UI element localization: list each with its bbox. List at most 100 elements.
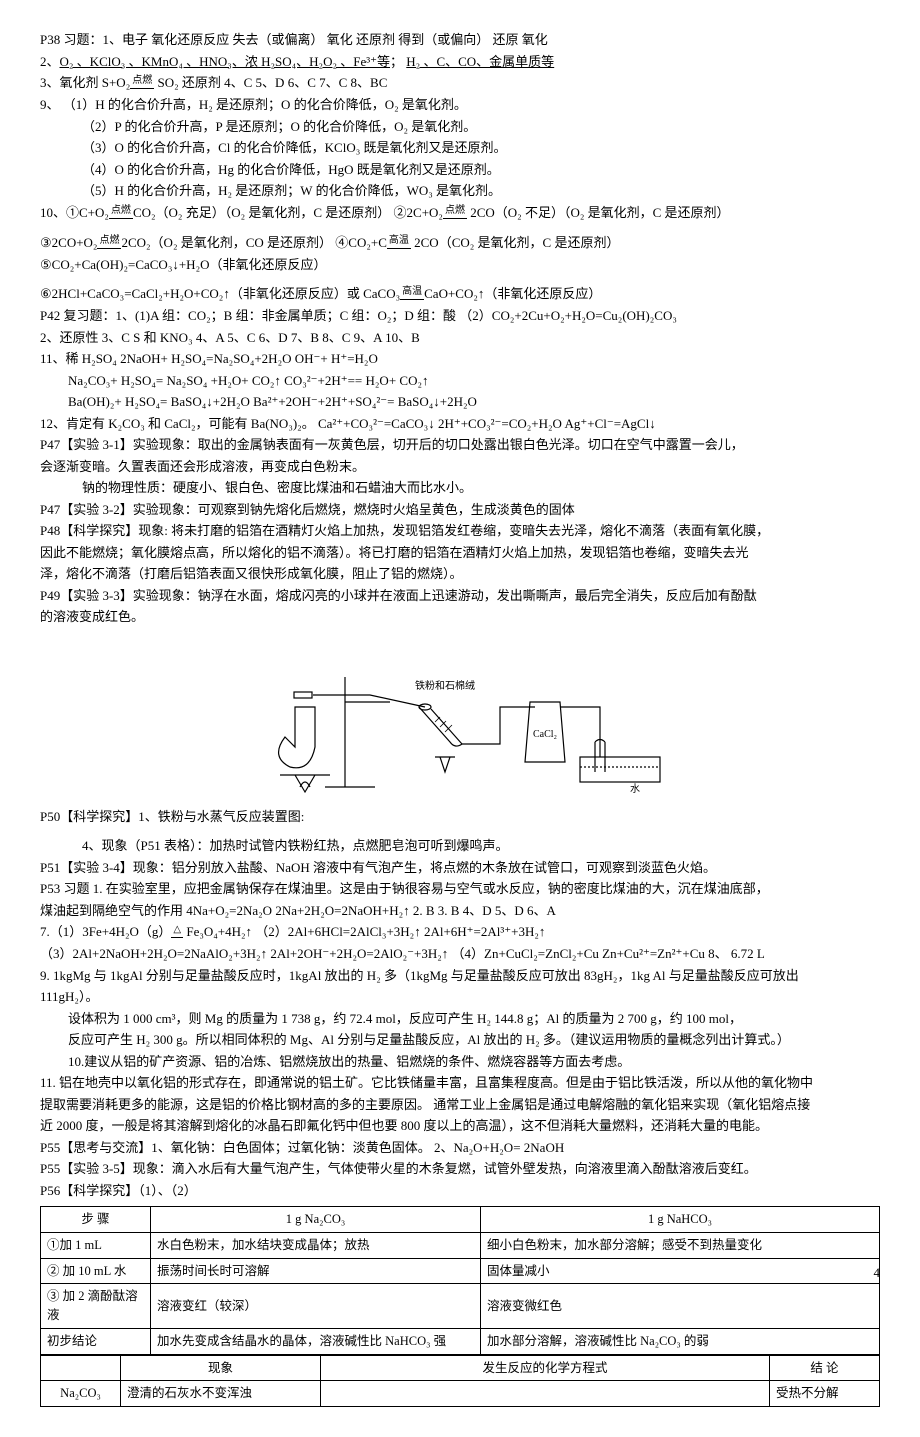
- p38-line3: 3、氧化剂 S+O₂点燃 SO₂ 还原剂 4、C 5、D 6、C 7、C 8、B…: [40, 73, 880, 93]
- th-eq: 发生反应的化学方程式: [321, 1355, 770, 1381]
- q10-line1: 10、①C+O₂点燃CO₂（O₂ 充足）（O₂ 是氧化剂，C 是还原剂） ②2C…: [40, 203, 880, 223]
- experiment-table-1: 步 骤 1 g Na₂CO₃ 1 g NaHCO₃ ①加 1 mL 水白色粉末，…: [40, 1206, 880, 1355]
- cell: 加水部分溶解，溶液碱性比 Na₂CO₃ 的弱: [481, 1328, 880, 1354]
- underline2: H₂ 、C、CO、金属单质等: [406, 54, 554, 69]
- p48-1: P48【科学探究】现象: 将未打磨的铝箔在酒精灯火焰上加热，发现铝箔发红卷缩，变…: [40, 521, 880, 541]
- d: ③2CO+O₂: [40, 235, 97, 250]
- p38-line1: P38 习题：1、电子 氧化还原反应 失去（或偏离） 氧化 还原剂 得到（或偏向…: [40, 30, 880, 50]
- cell: 水白色粉末，加水结块变成晶体；放热: [151, 1232, 481, 1258]
- p55-1: P55【思考与交流】1、氧化钠：白色固体；过氧化钠：淡黄色固体。 2、Na₂O+…: [40, 1138, 880, 1158]
- th-nahco3: 1 g NaHCO₃: [481, 1207, 880, 1233]
- p48-2: 因此不能燃烧；氧化膜熔点高，所以熔化的铝不滴落）。将已打磨的铝箔在酒精灯火焰上加…: [40, 543, 880, 563]
- i: CaO+CO₂↑（非氧化还原反应）: [424, 286, 601, 301]
- cell: 受热不分解: [770, 1381, 880, 1407]
- e: 2CO₂（O₂ 是氧化剂，CO 是还原剂） ④CO₂+C: [121, 235, 386, 250]
- p53-2: 煤油起到隔绝空气的作用 4Na+O₂=2Na₂O 2Na+2H₂O=2NaOH+…: [40, 901, 880, 921]
- p47-1: P47【实验 3-1】实验现象：取出的金属钠表面有一灰黄色层，切开后的切口处露出…: [40, 435, 880, 455]
- c2: 点燃: [443, 203, 467, 219]
- p53-9: 10.建议从铝的矿产资源、铝的冶炼、铝燃烧放出的热量、铝燃烧的条件、燃烧容器等方…: [40, 1052, 880, 1072]
- p56-1: P56【科学探究】（1）、（2）: [40, 1181, 880, 1201]
- cell: 溶液变微红色: [481, 1284, 880, 1329]
- th-na2co3: 1 g Na₂CO₃: [151, 1207, 481, 1233]
- prefix: 2、: [40, 54, 60, 69]
- cell: ①加 1 mL: [41, 1232, 151, 1258]
- c4: 高温: [387, 233, 411, 249]
- cell: 溶液变红（较深）: [151, 1284, 481, 1329]
- txt2: SO₂ 还原剂 4、C 5、D 6、C 7、C 8、BC: [154, 75, 387, 90]
- p42-5: Ba(OH)₂+ H₂SO₄= BaSO₄↓+2H₂O Ba²⁺+2OH⁻+2H…: [40, 392, 880, 412]
- cell: Na₂CO₃: [41, 1381, 121, 1407]
- p51-1: P51【实验 3-4】现象：铝分别放入盐酸、NaOH 溶液中有气泡产生，将点燃的…: [40, 858, 880, 878]
- q9-3: （3）O 的化合价升高，Cl 的化合价降低，KClO₃ 既是氧化剂又是还原剂。: [40, 138, 880, 158]
- cell: 细小白色粉末，加水部分溶解；感受不到热量变化: [481, 1232, 880, 1258]
- table-row: ② 加 10 mL 水 振荡时间长时可溶解 固体量减小: [41, 1258, 880, 1284]
- p48-3: 泽，熔化不滴落（打磨后铝箔表面又很快形成氧化膜，阻止了铝的燃烧）。: [40, 564, 880, 584]
- p53-7: 设体积为 1 000 cm³，则 Mg 的质量为 1 738 g，约 72.4 …: [40, 1009, 880, 1029]
- p42-3: 11、稀 H₂SO₄ 2NaOH+ H₂SO₄=Na₂SO₄+2H₂O OH⁻+…: [40, 349, 880, 369]
- p53-6: 111gH₂）。: [40, 987, 880, 1007]
- cond: △: [171, 922, 183, 938]
- th-phenom: 现象: [121, 1355, 321, 1381]
- a: 7.（1）3Fe+4H₂O（g）: [40, 924, 171, 939]
- table-row: ①加 1 mL 水白色粉末，加水结块变成晶体；放热 细小白色粉末，加水部分溶解；…: [41, 1232, 880, 1258]
- h: ⑥2HCl+CaCO₃=CaCl₂+H₂O+CO₂↑（非氧化还原反应）或 CaC…: [40, 286, 400, 301]
- cell: ② 加 10 mL 水: [41, 1258, 151, 1284]
- cond: 点燃: [130, 73, 154, 89]
- cell: [321, 1381, 770, 1407]
- q10-line3: ⑤CO₂+Ca(OH)₂=CaCO₃↓+H₂O（非氧化还原反应）: [40, 255, 880, 275]
- b: CO₂（O₂ 充足）（O₂ 是氧化剂，C 是还原剂） ②2C+O₂: [133, 205, 443, 220]
- cell: 澄清的石灰水不变浑浊: [121, 1381, 321, 1407]
- p53-5: 9. 1kgMg 与 1kgAl 分别与足量盐酸反应时，1kgAl 放出的 H₂…: [40, 966, 880, 986]
- p53-1: P53 习题 1. 在实验室里，应把金属钠保存在煤油里。这是由于钠很容易与空气或…: [40, 879, 880, 899]
- p49-1: P49【实验 3-3】实验现象：钠浮在水面，熔成闪亮的小球并在液面上迅速游动，发…: [40, 586, 880, 606]
- svg-text:CaCl₂: CaCl₂: [533, 729, 557, 740]
- p47-3: 钠的物理性质：硬度小、银白色、密度比煤油和石蜡油大而比水小。: [40, 478, 880, 498]
- table-row: Na₂CO₃ 澄清的石灰水不变浑浊 受热不分解: [41, 1381, 880, 1407]
- p50-1: P50【科学探究】1、铁粉与水蒸气反应装置图:: [40, 807, 880, 827]
- table-row: 初步结论 加水先变成含结晶水的晶体，溶液碱性比 NaHCO₃ 强 加水部分溶解，…: [41, 1328, 880, 1354]
- q9-1: 9、 （1）H 的化合价升高，H₂ 是还原剂；O 的化合价降低，O₂ 是氧化剂。: [40, 95, 880, 115]
- cell: 加水先变成含结晶水的晶体，溶液碱性比 NaHCO₃ 强: [151, 1328, 481, 1354]
- p47-4: P47【实验 3-2】实验现象：可观察到钠先熔化后燃烧，燃烧时火焰呈黄色，生成淡…: [40, 500, 880, 520]
- a: 10、①C+O₂: [40, 205, 109, 220]
- th-step: 步 骤: [41, 1207, 151, 1233]
- p53-8: 反应可产生 H₂ 300 g。所以相同体积的 Mg、Al 分别与足量盐酸反应，A…: [40, 1030, 880, 1050]
- p55-2: P55【实验 3-5】现象：滴入水后有大量气泡产生，气体使带火星的木条复燃，试管…: [40, 1159, 880, 1179]
- p42-6: 12、肯定有 K₂CO₃ 和 CaCl₂，可能有 Ba(NO₃)₂。 Ca²⁺+…: [40, 414, 880, 434]
- underline1: O₂ 、KClO₃ 、KMnO₄ 、HNO₃、浓 H₂SO₄、H₂O₂ 、Fe³…: [60, 54, 391, 69]
- p49-2: 的溶液变成红色。: [40, 607, 880, 627]
- cell: 初步结论: [41, 1328, 151, 1354]
- c: 2CO（O₂ 不足）（O₂ 是氧化剂，C 是还原剂）: [467, 205, 730, 220]
- p53-12: 近 2000 度，一般是将其溶解到熔化的冰晶石即氟化钙中但也要 800 度以上的…: [40, 1116, 880, 1136]
- p50-2: 4、现象（P51 表格）：加热时试管内铁粉红热，点燃肥皂泡可听到爆鸣声。: [40, 836, 880, 856]
- th-concl: 结 论: [770, 1355, 880, 1381]
- c1: 点燃: [109, 203, 133, 219]
- q9-4: （4）O 的化合价升高，Hg 的化合价降低，HgO 既是氧化剂又是还原剂。: [40, 160, 880, 180]
- svg-text:水: 水: [630, 783, 640, 795]
- c3: 点燃: [97, 233, 121, 249]
- q9-5: （5）H 的化合价升高，H₂ 是还原剂；W 的化合价降低，WO₃ 是氧化剂。: [40, 181, 880, 201]
- p42-4: Na₂CO₃+ H₂SO₄= Na₂SO₄ +H₂O+ CO₂↑ CO₃²⁻+2…: [40, 371, 880, 391]
- txt: 3、氧化剂 S+O₂: [40, 75, 130, 90]
- p53-4: （3）2Al+2NaOH+2H₂O=2NaAlO₂+3H₂↑ 2Al+2OH⁻+…: [40, 944, 880, 964]
- q9-2: （2）P 的化合价升高，P 是还原剂；O 的化合价降低，O₂ 是氧化剂。: [40, 117, 880, 137]
- p53-10: 11. 铝在地壳中以氧化铝的形式存在，即通常说的铝土矿。它比铁储量丰富，且富集程…: [40, 1073, 880, 1093]
- f: 2CO（CO₂ 是氧化剂，C 是还原剂）: [411, 235, 620, 250]
- cell: 振荡时间长时可溶解: [151, 1258, 481, 1284]
- cell: ③ 加 2 滴酚酞溶液: [41, 1284, 151, 1329]
- page-number: 4: [874, 1263, 881, 1283]
- svg-text:铁粉和石棉绒: 铁粉和石棉绒: [415, 679, 475, 692]
- p42-2: 2、还原性 3、C S 和 KNO₃ 4、A 5、C 6、D 7、B 8、C 9…: [40, 328, 880, 348]
- table-header-row: 现象 发生反应的化学方程式 结 论: [41, 1355, 880, 1381]
- p53-3: 7.（1）3Fe+4H₂O（g）△ Fe₃O₄+4H₂↑ （2）2Al+6HCl…: [40, 922, 880, 942]
- q10-line4: ⑥2HCl+CaCO₃=CaCl₂+H₂O+CO₂↑（非氧化还原反应）或 CaC…: [40, 284, 880, 304]
- p53-11: 提取需要消耗更多的能源，这是铝的价格比钢材高的多的主要原因。 通常工业上金属铝是…: [40, 1095, 880, 1115]
- table-row: ③ 加 2 滴酚酞溶液 溶液变红（较深） 溶液变微红色: [41, 1284, 880, 1329]
- sep: ；: [390, 54, 406, 69]
- apparatus-diagram: 铁粉和石棉绒 CaCl₂ 水: [40, 647, 880, 797]
- th-blank: [41, 1355, 121, 1381]
- cell: 固体量减小: [481, 1258, 880, 1284]
- table-header-row: 步 骤 1 g Na₂CO₃ 1 g NaHCO₃: [41, 1207, 880, 1233]
- p42-1: P42 复习题：1、(1)A 组：CO₂；B 组：非金属单质；C 组：O₂；D …: [40, 306, 880, 326]
- p47-2: 会逐渐变暗。久置表面还会形成溶液，再变成白色粉末。: [40, 457, 880, 477]
